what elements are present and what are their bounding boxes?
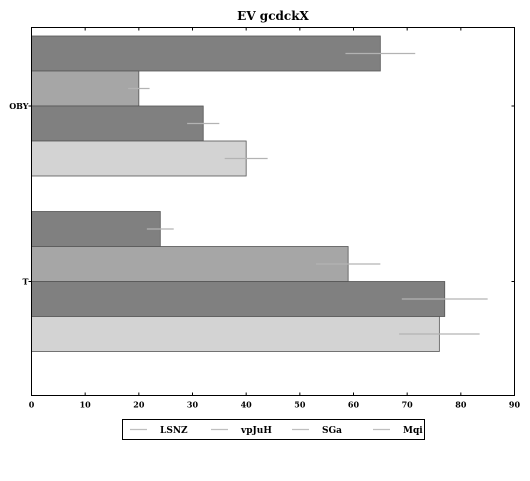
x-tick-label-80: 80 bbox=[455, 400, 467, 410]
x-tick-label-0: 0 bbox=[29, 400, 35, 410]
chart-title: EV gcdckX bbox=[237, 9, 309, 23]
x-tick-label-20: 20 bbox=[133, 400, 145, 410]
legend-label-mqi: Mqi bbox=[403, 426, 423, 436]
plot-frame bbox=[31, 27, 515, 396]
error-bars-layer bbox=[128, 52, 488, 335]
y-axis: OBY T bbox=[9, 101, 515, 287]
legend-label-vpjuh: vpJuH bbox=[240, 426, 272, 436]
bar-vpjuh-oby bbox=[31, 70, 140, 107]
bar-sga-t bbox=[31, 281, 446, 317]
bar-sga-oby bbox=[31, 105, 204, 142]
bar-mqi-oby bbox=[31, 140, 247, 177]
bar-lsnz-t bbox=[31, 211, 161, 247]
y-tick-label-t: T bbox=[23, 277, 29, 287]
bars-layer bbox=[31, 35, 446, 352]
bar-lsnz-oby bbox=[31, 35, 381, 72]
x-tick-label-30: 30 bbox=[187, 400, 199, 410]
x-tick-label-60: 60 bbox=[348, 400, 360, 410]
y-tick-label-oby: OBY bbox=[9, 101, 29, 111]
x-tick-label-40: 40 bbox=[241, 400, 253, 410]
legend: LSNZ vpJuH SGa Mqi bbox=[122, 419, 425, 440]
x-axis: 0 10 20 30 40 50 60 70 80 90 bbox=[29, 27, 521, 410]
x-tick-label-10: 10 bbox=[80, 400, 92, 410]
bar-vpjuh-t bbox=[31, 246, 349, 282]
x-tick-label-90: 90 bbox=[509, 400, 521, 410]
legend-label-sga: SGa bbox=[322, 426, 342, 436]
x-tick-label-50: 50 bbox=[294, 400, 306, 410]
x-tick-label-70: 70 bbox=[402, 400, 414, 410]
legend-label-lsnz: LSNZ bbox=[160, 426, 188, 436]
legend-frame bbox=[122, 419, 425, 440]
bar-mqi-t bbox=[31, 316, 440, 352]
